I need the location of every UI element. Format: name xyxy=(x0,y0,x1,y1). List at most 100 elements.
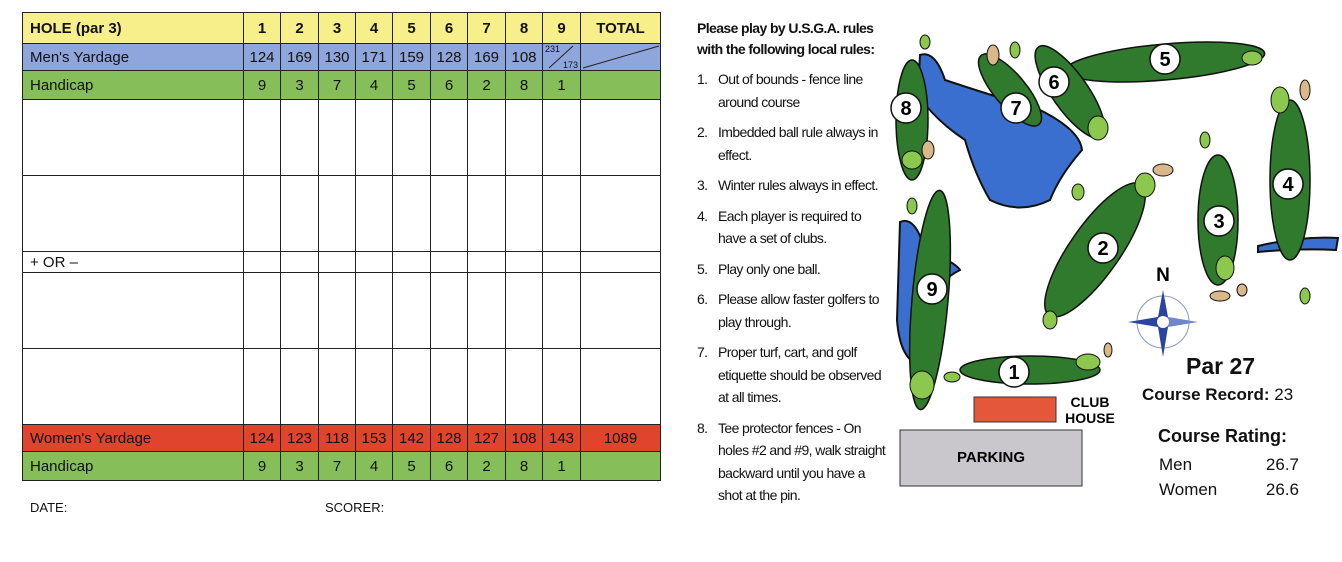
score-cell[interactable] xyxy=(243,251,281,273)
player-name-cell[interactable] xyxy=(22,175,244,252)
score-cell[interactable] xyxy=(430,175,468,252)
handicap-cell: 7 xyxy=(318,70,356,100)
hole-number-label: 6 xyxy=(1048,72,1059,94)
score-cell[interactable] xyxy=(392,175,431,252)
score-cell[interactable] xyxy=(280,272,319,349)
hole-marker: 4 xyxy=(1272,168,1304,200)
womens-yardage-total: 1089 xyxy=(580,424,661,452)
handicap-cell: 9 xyxy=(243,451,281,481)
womens-yardage-row: Women's Yardage 124 123 118 153 142 128 127 108 1… xyxy=(22,424,661,452)
rule-number: 7. xyxy=(697,344,708,360)
hole-number-label: 4 xyxy=(1282,174,1294,196)
hole-number: 2 xyxy=(280,12,319,44)
handicap-row-top: Handicap 9 3 7 4 5 6 2 8 1 xyxy=(22,70,661,100)
womens-yardage-cell: 108 xyxy=(505,424,543,452)
clubhouse-label-2: HOUSE xyxy=(1065,410,1115,426)
score-cell[interactable] xyxy=(392,272,431,349)
north-label: N xyxy=(1156,265,1170,286)
score-cell[interactable] xyxy=(243,175,281,252)
score-cell[interactable] xyxy=(467,175,506,252)
score-cell[interactable] xyxy=(280,99,319,176)
score-cell[interactable] xyxy=(542,348,581,425)
womens-yardage-cell: 124 xyxy=(243,424,281,452)
score-cell[interactable] xyxy=(280,348,319,425)
player-name-cell[interactable] xyxy=(22,99,244,176)
score-cell[interactable] xyxy=(392,348,431,425)
score-cell[interactable] xyxy=(542,272,581,349)
score-cell[interactable] xyxy=(580,251,661,273)
score-cell[interactable] xyxy=(505,348,543,425)
rating-who: Women xyxy=(1159,480,1218,499)
score-cell[interactable] xyxy=(243,99,281,176)
hole-number: 9 xyxy=(542,12,581,44)
womens-yardage-cell: 142 xyxy=(392,424,431,452)
womens-yardage-cell: 153 xyxy=(355,424,393,452)
score-cell[interactable] xyxy=(318,99,356,176)
score-cell[interactable] xyxy=(467,348,506,425)
parking-lot xyxy=(899,429,1083,487)
score-cell[interactable] xyxy=(505,272,543,349)
rule-number: 2. xyxy=(697,124,708,140)
player-name-cell[interactable] xyxy=(22,348,244,425)
score-cell[interactable] xyxy=(580,99,661,176)
score-cell[interactable] xyxy=(355,251,393,273)
score-cell[interactable] xyxy=(355,99,393,176)
rule-item: 1. Out of bounds - fence line around cour… xyxy=(697,68,892,113)
score-cell[interactable] xyxy=(542,99,581,176)
score-cell[interactable] xyxy=(542,175,581,252)
score-cell[interactable] xyxy=(430,99,468,176)
score-cell[interactable] xyxy=(318,348,356,425)
score-cell[interactable] xyxy=(392,251,431,273)
hole-number-label: 9 xyxy=(926,279,937,301)
score-cell[interactable] xyxy=(505,175,543,252)
rule-item: 3. Winter rules always in effect. xyxy=(697,174,892,197)
handicap-cell: 6 xyxy=(430,70,468,100)
score-cell[interactable] xyxy=(318,272,356,349)
hole-number: 3 xyxy=(318,12,356,44)
player-row xyxy=(22,175,661,252)
score-cell[interactable] xyxy=(467,251,506,273)
score-cell[interactable] xyxy=(280,251,319,273)
player-row xyxy=(22,348,661,425)
hole-number: 7 xyxy=(467,12,506,44)
score-cell[interactable] xyxy=(467,272,506,349)
score-cell[interactable] xyxy=(318,175,356,252)
rule-number: 1. xyxy=(697,71,708,87)
score-cell[interactable] xyxy=(505,99,543,176)
score-cell[interactable] xyxy=(505,251,543,273)
hole-number: 5 xyxy=(392,12,431,44)
score-cell[interactable] xyxy=(542,251,581,273)
score-cell[interactable] xyxy=(243,272,281,349)
rule-text: Please allow faster golfers to play thro… xyxy=(718,291,880,330)
handicap-total xyxy=(580,70,661,100)
score-cell[interactable] xyxy=(355,175,393,252)
rule-item: 4. Each player is required to have a set … xyxy=(697,205,892,250)
hole-number: 1 xyxy=(243,12,281,44)
score-cell[interactable] xyxy=(430,251,468,273)
score-cell[interactable] xyxy=(243,348,281,425)
hole-number-label: 7 xyxy=(1010,98,1021,120)
rule-number: 3. xyxy=(697,177,708,193)
rule-item: 8. Tee protector fences - On holes #2 and… xyxy=(697,417,892,507)
womens-yardage-cell: 123 xyxy=(280,424,319,452)
score-cell[interactable] xyxy=(430,272,468,349)
handicap-label: Handicap xyxy=(22,70,244,100)
handicap-cell: 5 xyxy=(392,451,431,481)
score-cell[interactable] xyxy=(355,272,393,349)
score-cell[interactable] xyxy=(580,348,661,425)
course-record-label: Course Record: xyxy=(1142,385,1270,404)
score-cell[interactable] xyxy=(467,99,506,176)
rule-number: 6. xyxy=(697,291,708,307)
handicap-cell: 4 xyxy=(355,451,393,481)
score-cell[interactable] xyxy=(392,99,431,176)
score-cell[interactable] xyxy=(580,272,661,349)
score-cell[interactable] xyxy=(318,251,356,273)
score-cell[interactable] xyxy=(580,175,661,252)
womens-yardage-cell: 143 xyxy=(542,424,581,452)
player-name-cell[interactable] xyxy=(22,272,244,349)
womens-yardage-cell: 118 xyxy=(318,424,356,452)
score-cell[interactable] xyxy=(280,175,319,252)
handicap-cell: 8 xyxy=(505,70,543,100)
score-cell[interactable] xyxy=(430,348,468,425)
score-cell[interactable] xyxy=(355,348,393,425)
